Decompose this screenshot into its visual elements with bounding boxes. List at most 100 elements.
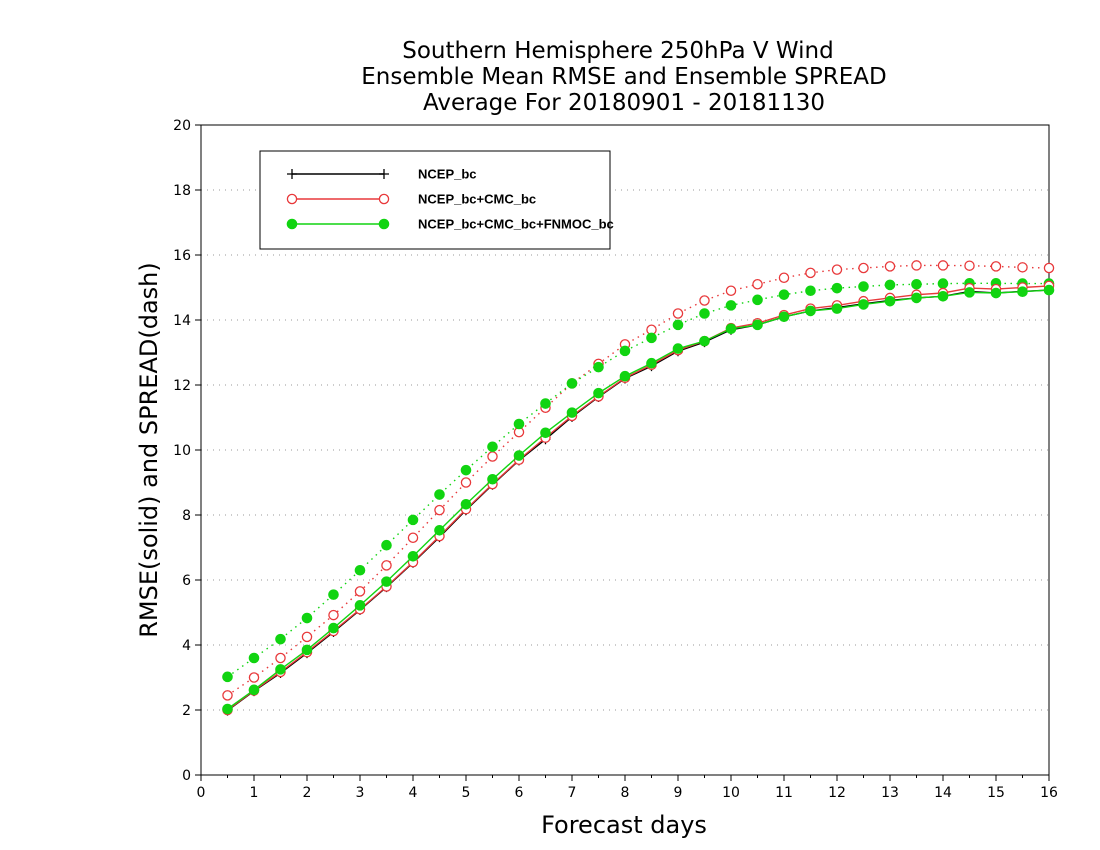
- series-ncep-bc-cmc-bc-spread-point: [487, 451, 498, 462]
- series-ncep-bc-cmc-bc-fnmoc-bc-rmse-point: [911, 292, 922, 304]
- series-ncep-bc-cmc-bc-fnmoc-bc-rmse-point: [884, 295, 896, 307]
- y-axis-title: RMSE(solid) and SPREAD(dash): [135, 262, 163, 638]
- legend-label-ncep-bc-cmc-bc-fnmoc-bc: NCEP_bc+CMC_bc+FNMOC_bc: [418, 217, 614, 232]
- series-ncep-bc-cmc-bc-fnmoc-bc-rmse-point: [328, 622, 339, 634]
- series-ncep-bc-cmc-bc-fnmoc-bc-rmse-point: [831, 303, 843, 314]
- x-tick-label: 4: [409, 785, 418, 801]
- series-ncep-bc-cmc-bc-fnmoc-bc-spread-point: [513, 418, 525, 430]
- y-tick-label: 16: [173, 248, 191, 264]
- series-ncep-bc-cmc-bc-fnmoc-bc-spread-point: [725, 300, 737, 311]
- series-ncep-bc-cmc-bc-fnmoc-bc-spread-point: [328, 589, 339, 600]
- series-ncep-bc-cmc-bc-fnmoc-bc-rmse: [222, 284, 1055, 715]
- series-ncep-bc-cmc-bc-spread-point: [752, 278, 763, 290]
- series-ncep-bc-cmc-bc-fnmoc-bc-rmse-point: [964, 287, 975, 298]
- x-tick-label: 10: [722, 785, 740, 801]
- legend-marker-ncep-bc-cmc-bc-fnmoc-bc: [286, 218, 298, 230]
- series-ncep-bc-cmc-bc-spread-point: [884, 261, 896, 272]
- y-tick-label: 0: [182, 768, 191, 784]
- x-tick-label: 3: [356, 785, 365, 801]
- legend-label-ncep-bc: NCEP_bc: [418, 167, 477, 182]
- x-tick-label: 12: [828, 785, 846, 801]
- series-ncep-bc-cmc-bc-spread-point: [725, 285, 737, 296]
- series-ncep-bc-cmc-bc-spread-point: [672, 308, 684, 319]
- series-layer: [222, 260, 1055, 716]
- series-ncep-bc-cmc-bc-spread-point: [964, 260, 975, 271]
- series-ncep-bc-cmc-bc-fnmoc-bc-spread: [222, 277, 1055, 683]
- series-ncep-bc-cmc-bc-spread-point: [1043, 262, 1055, 274]
- series-ncep-bc-cmc-bc-fnmoc-bc-rmse-point: [1043, 284, 1055, 296]
- series-ncep-bc-cmc-bc-fnmoc-bc-rmse-point: [778, 311, 790, 323]
- x-tick-label: 15: [987, 785, 1005, 801]
- series-ncep-bc-cmc-bc-fnmoc-bc-spread-point: [911, 278, 922, 290]
- series-ncep-bc-cmc-bc-fnmoc-bc-spread-point: [460, 464, 472, 476]
- series-ncep-bc-cmc-bc-fnmoc-bc-rmse-point: [487, 473, 498, 485]
- series-ncep-bc-cmc-bc-fnmoc-bc-spread-point: [540, 398, 551, 409]
- series-ncep-bc-cmc-bc-spread-point: [1017, 262, 1028, 273]
- series-ncep-bc-cmc-bc-fnmoc-bc-rmse-point: [725, 323, 737, 335]
- series-ncep-bc-cmc-bc-fnmoc-bc-spread-point: [222, 671, 233, 683]
- series-ncep-bc-cmc-bc-fnmoc-bc-rmse-line: [227, 289, 1050, 710]
- series-ncep-bc-cmc-bc-spread-point: [381, 560, 392, 571]
- y-tick-label: 2: [182, 703, 191, 719]
- legend-box: [259, 150, 611, 250]
- series-ncep-bc-cmc-bc-fnmoc-bc-rmse-point: [619, 370, 631, 382]
- series-ncep-bc-cmc-bc-fnmoc-bc-rmse-point: [646, 357, 657, 369]
- series-ncep-bc-cmc-bc-fnmoc-bc-rmse-point: [248, 684, 260, 696]
- x-tick-label: 0: [197, 785, 206, 801]
- series-ncep-bc-cmc-bc-fnmoc-bc-spread-point: [778, 289, 790, 300]
- x-tick-label: 6: [515, 785, 524, 801]
- series-ncep-bc-cmc-bc-spread-point: [911, 260, 922, 271]
- chart-title-line-1: Southern Hemisphere 250hPa V Wind: [402, 38, 833, 64]
- series-ncep-bc-cmc-bc-fnmoc-bc-rmse-point: [593, 387, 604, 399]
- series-ncep-bc-cmc-bc-spread-line: [227, 264, 1050, 696]
- x-tick-label: 7: [568, 785, 577, 801]
- y-tick-label: 18: [173, 183, 191, 199]
- series-ncep-bc-rmse: [222, 285, 1054, 716]
- series-ncep-bc-cmc-bc-fnmoc-bc-spread-point: [672, 319, 684, 331]
- series-ncep-bc-cmc-bc-fnmoc-bc-rmse-point: [381, 576, 392, 587]
- series-ncep-bc-cmc-bc-fnmoc-bc-spread-point: [699, 308, 710, 319]
- series-ncep-bc-cmc-bc-fnmoc-bc-rmse-point: [513, 450, 525, 461]
- series-ncep-bc-cmc-bc-fnmoc-bc-spread-point: [487, 441, 498, 453]
- chart-title-line-3: Average For 20180901 - 20181130: [423, 90, 825, 116]
- series-ncep-bc-cmc-bc-fnmoc-bc-spread-point: [646, 332, 657, 344]
- y-tick-label: 6: [182, 573, 191, 589]
- x-tick-label: 9: [674, 785, 683, 801]
- series-ncep-bc-cmc-bc-fnmoc-bc-rmse-point: [222, 703, 233, 715]
- x-tick-label: 1: [250, 785, 259, 801]
- series-ncep-bc-cmc-bc-fnmoc-bc-spread-point: [275, 633, 286, 645]
- series-ncep-bc-cmc-bc-spread-point: [699, 295, 710, 306]
- x-tick-label: 13: [881, 785, 899, 801]
- series-ncep-bc-cmc-bc-fnmoc-bc-spread-point: [619, 345, 631, 357]
- series-ncep-bc-cmc-bc-fnmoc-bc-spread-point: [752, 294, 763, 306]
- series-ncep-bc-cmc-bc-fnmoc-bc-spread-point: [354, 564, 366, 576]
- series-ncep-bc-cmc-bc-fnmoc-bc-rmse-point: [275, 664, 286, 675]
- series-ncep-bc-cmc-bc-rmse: [222, 280, 1055, 716]
- chart-title: Southern Hemisphere 250hPa V Wind Ensemb…: [361, 38, 886, 116]
- x-tick-label: 5: [462, 785, 471, 801]
- series-ncep-bc-cmc-bc-fnmoc-bc-rmse-point: [937, 290, 949, 302]
- series-ncep-bc-cmc-bc-fnmoc-bc-rmse-point: [460, 498, 472, 510]
- series-ncep-bc-cmc-bc-spread-point: [434, 504, 445, 516]
- y-tick-label: 12: [173, 378, 191, 394]
- series-ncep-bc-cmc-bc-fnmoc-bc-rmse-point: [858, 299, 869, 310]
- series-ncep-bc-cmc-bc-fnmoc-bc-rmse-point: [1017, 286, 1028, 298]
- series-ncep-bc-cmc-bc-fnmoc-bc-rmse-point: [672, 343, 684, 354]
- series-ncep-bc-cmc-bc-fnmoc-bc-spread-point: [381, 539, 392, 551]
- series-ncep-bc-cmc-bc-fnmoc-bc-spread-point: [831, 282, 843, 294]
- series-ncep-bc-cmc-bc-fnmoc-bc-spread-point: [937, 278, 949, 289]
- series-ncep-bc-cmc-bc-fnmoc-bc-rmse-point: [990, 287, 1002, 299]
- legend-marker-ncep-bc-cmc-bc: [378, 193, 390, 205]
- x-tick-label: 2: [303, 785, 312, 801]
- x-tick-label: 11: [775, 785, 793, 801]
- y-tick-label: 10: [173, 443, 191, 459]
- x-tick-label: 14: [934, 785, 952, 801]
- series-ncep-bc-cmc-bc-fnmoc-bc-spread-point: [858, 281, 869, 292]
- series-ncep-bc-cmc-bc-spread-point: [937, 260, 949, 271]
- y-tick-label: 14: [173, 313, 191, 329]
- y-tick-label: 20: [173, 118, 191, 134]
- legend-marker-ncep-bc-cmc-bc-fnmoc-bc: [378, 218, 390, 230]
- x-tick-label: 8: [621, 785, 630, 801]
